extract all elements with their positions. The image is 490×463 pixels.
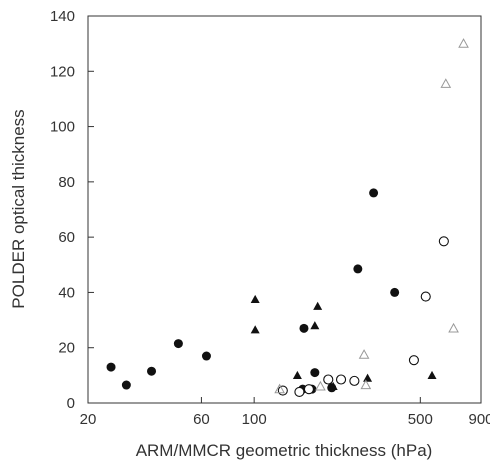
y-tick-label: 100 xyxy=(50,119,75,136)
data-point-filled-circle xyxy=(201,351,211,361)
y-axis-ticks: 0 20 40 60 80 100 120 140 xyxy=(50,8,94,412)
data-point-filled-circle xyxy=(353,264,363,274)
data-point-open-circle xyxy=(349,375,360,386)
data-point-open-triangle xyxy=(448,322,459,333)
data-point-open-triangle xyxy=(358,349,370,359)
y-tick-label: 120 xyxy=(50,63,75,80)
data-point-filled-circle xyxy=(369,188,379,198)
data-points xyxy=(106,38,469,397)
data-point-filled-triangle xyxy=(427,370,437,379)
data-point-filled-circle xyxy=(147,366,157,376)
x-axis-title: ARM/MMCR geometric thickness (hPa) xyxy=(136,441,433,460)
data-point-open-triangle xyxy=(274,383,285,394)
x-axis-ticks: 20 60 100 500 900 xyxy=(80,397,490,428)
data-point-filled-triangle xyxy=(310,321,320,330)
data-point-filled-triangle xyxy=(363,373,373,382)
plot-frame xyxy=(87,15,482,404)
data-point-filled-triangle xyxy=(328,381,338,391)
data-point-open-circle xyxy=(438,236,449,247)
data-point-open-circle xyxy=(303,384,314,395)
data-point-filled-circle xyxy=(299,323,309,333)
y-tick-label: 140 xyxy=(50,8,75,25)
data-point-filled-circle xyxy=(106,362,116,372)
x-tick-label: 20 xyxy=(80,411,97,428)
y-axis-title: POLDER optical thickness xyxy=(9,109,28,308)
data-point-open-triangle xyxy=(458,38,469,48)
data-point-filled-circle xyxy=(310,368,320,378)
x-tick-label: 100 xyxy=(242,411,267,428)
data-point-open-triangle xyxy=(360,379,372,390)
data-point-open-circle xyxy=(335,374,347,385)
y-tick-label: 20 xyxy=(58,340,75,357)
x-tick-label: 500 xyxy=(408,411,433,428)
data-point-open-circle xyxy=(323,374,334,385)
data-point-open-triangle xyxy=(315,380,326,391)
data-point-filled-triangle xyxy=(250,325,260,334)
x-tick-label: 900 xyxy=(468,411,490,428)
data-point-filled-triangle xyxy=(313,301,323,310)
data-point-filled-circle xyxy=(390,287,400,297)
data-point-filled-triangle xyxy=(250,294,260,303)
x-tick-label: 60 xyxy=(193,411,210,428)
y-tick-label: 60 xyxy=(58,229,75,246)
data-point-filled-circle xyxy=(121,380,131,390)
data-point-filled-circle xyxy=(173,339,183,349)
y-tick-label: 0 xyxy=(67,395,75,412)
data-point-open-triangle xyxy=(440,78,452,88)
y-tick-label: 40 xyxy=(58,284,75,301)
data-point-open-circle xyxy=(408,355,419,366)
data-point-filled-triangle xyxy=(292,370,302,379)
data-point-open-circle xyxy=(420,291,431,302)
data-point-open-circle xyxy=(294,386,305,397)
y-tick-label: 80 xyxy=(58,174,75,191)
